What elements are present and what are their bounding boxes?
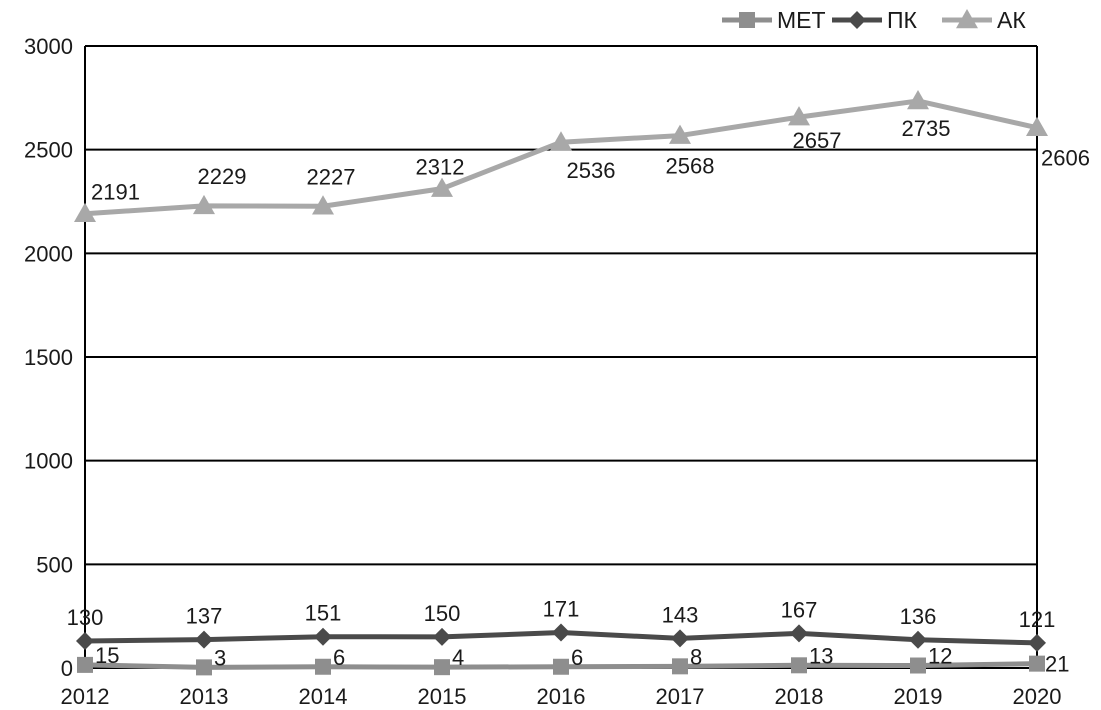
data-point-marker [315, 658, 331, 675]
data-label: 2657 [793, 128, 842, 153]
data-point-marker [193, 194, 215, 215]
data-point-marker [552, 623, 570, 642]
y-tick-label: 0 [61, 656, 73, 681]
x-tick-label: 2016 [537, 684, 586, 709]
legend-label: ПК [887, 7, 918, 33]
data-label: 13 [809, 643, 833, 668]
data-point-marker [910, 657, 926, 674]
data-label: 171 [543, 597, 580, 622]
series-line-3 [84, 98, 1038, 217]
data-point-marker [907, 89, 929, 110]
data-point-marker [76, 632, 94, 651]
data-point-marker [195, 630, 213, 649]
data-label: 6 [333, 645, 345, 670]
data-labels: 15 3 6 4 6 8 13 12 21 130 137 151 150 171 143 167 136 121… [67, 116, 1090, 677]
data-point-marker [788, 106, 810, 126]
x-tick-label: 2017 [656, 684, 705, 709]
data-label: 137 [186, 604, 223, 629]
legend-marker [739, 12, 755, 28]
y-tick-label: 2000 [24, 241, 73, 266]
y-tick-label: 3000 [24, 34, 73, 59]
data-label: 2568 [666, 154, 715, 179]
data-point-marker [74, 202, 96, 222]
y-tick-label: 2500 [24, 138, 73, 163]
data-label: 2536 [567, 158, 616, 183]
data-label: 2735 [902, 116, 951, 141]
data-label: 15 [95, 643, 119, 668]
data-point-marker [314, 627, 332, 646]
data-point-marker [1028, 633, 1046, 652]
x-tick-label: 2019 [894, 684, 943, 709]
legend-marker [956, 9, 978, 29]
data-label: 4 [452, 645, 464, 670]
data-point-marker [196, 659, 212, 676]
legend-marker [848, 11, 866, 29]
y-tick-label: 500 [36, 552, 73, 577]
x-tick-label: 2012 [61, 684, 110, 709]
x-tick-label: 2014 [299, 684, 348, 709]
data-point-marker [434, 659, 450, 676]
y-tick-label: 1500 [24, 345, 73, 370]
data-point-marker [1029, 655, 1045, 672]
x-tick-label: 2020 [1013, 684, 1062, 709]
data-label: 167 [781, 597, 818, 622]
data-label: 8 [690, 644, 702, 669]
data-point-marker [433, 627, 451, 646]
data-label: 130 [67, 605, 104, 630]
y-tick-label: 1000 [24, 449, 73, 474]
x-tick-label: 2018 [775, 684, 824, 709]
data-point-marker [909, 630, 927, 649]
data-point-marker [669, 124, 691, 144]
legend: МЕТ ПК АК [722, 7, 1026, 33]
data-point-marker [550, 131, 572, 151]
data-point-marker [553, 658, 569, 675]
data-label: 121 [1019, 607, 1056, 632]
data-label: 12 [928, 644, 952, 669]
data-label: 2312 [416, 155, 465, 180]
x-tick-label: 2013 [180, 684, 229, 709]
data-label: 151 [305, 601, 342, 626]
axes: 0 500 1000 1500 2000 2500 3000 2012 2013 2014 2015… [24, 34, 1061, 709]
x-tick-label: 2015 [418, 684, 467, 709]
legend-label: МЕТ [777, 7, 826, 33]
data-label: 21 [1045, 652, 1069, 677]
series-group [74, 89, 1048, 676]
data-point-marker [431, 177, 453, 197]
data-label: 150 [424, 601, 461, 626]
data-label: 136 [900, 604, 937, 629]
data-label: 2229 [198, 164, 247, 189]
data-point-marker [1026, 116, 1048, 136]
data-point-marker [312, 195, 334, 215]
legend-label: АК [997, 7, 1026, 33]
data-label: 2606 [1041, 146, 1090, 171]
data-point-marker [790, 624, 808, 643]
data-label: 2191 [91, 180, 140, 205]
data-point-marker [77, 656, 93, 673]
data-label: 2227 [307, 164, 356, 189]
data-label: 3 [214, 645, 226, 670]
data-label: 143 [662, 602, 699, 627]
data-label: 6 [571, 645, 583, 670]
data-point-marker [671, 629, 689, 648]
data-point-marker [791, 657, 807, 674]
data-point-marker [672, 658, 688, 675]
grid-lines [85, 45, 1037, 566]
